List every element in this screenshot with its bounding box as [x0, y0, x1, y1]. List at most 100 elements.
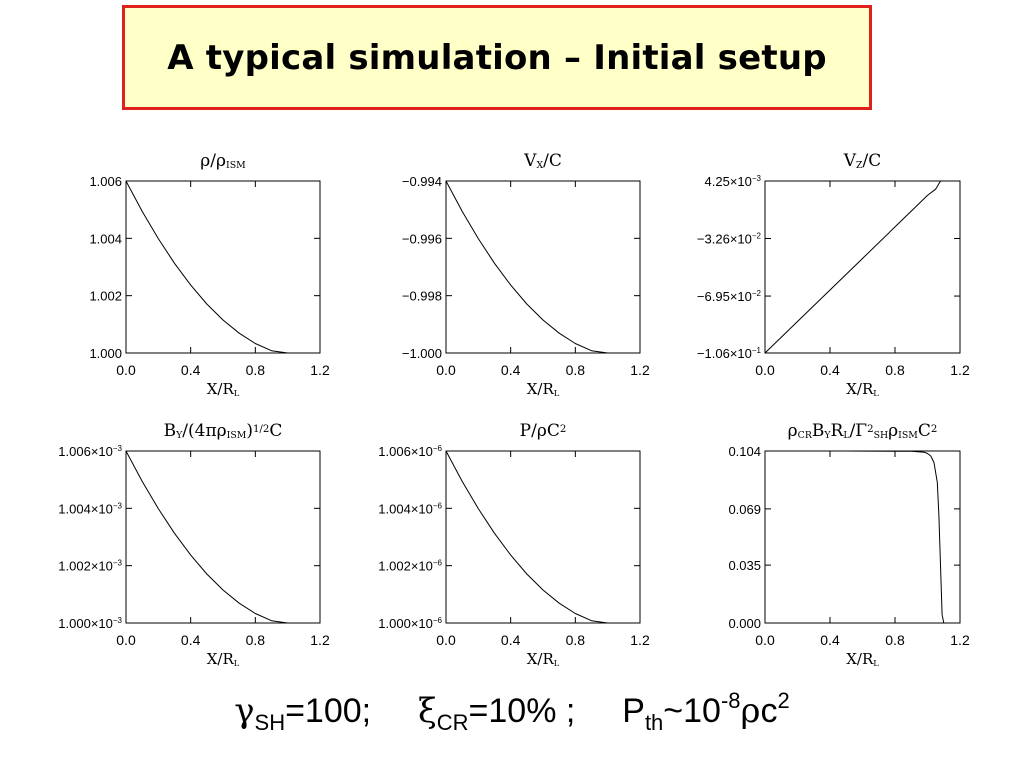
chart-title-part: SH [874, 430, 889, 441]
plot-frame [764, 180, 961, 354]
chart-title-part: 2 [867, 424, 873, 435]
x-tick-label: 0.4 [181, 632, 201, 648]
chart-title: BY/(4πρISM)1/2C [164, 421, 283, 441]
y-tick-label-part: 1.002×10 [378, 559, 433, 574]
xi-param: ξCR=10% ; [418, 691, 575, 735]
x-tick-label: 0.8 [246, 362, 266, 378]
x-tick-label: 0.8 [566, 362, 586, 378]
y-tick-label-part: −3 [113, 559, 123, 568]
chart-title-part: /C [543, 151, 562, 171]
xi-symbol: ξ [418, 691, 437, 731]
plot-frame [125, 180, 321, 354]
x-tick-label: 0.0 [116, 632, 136, 648]
y-tick-label: 1.006×10−3 [58, 444, 122, 459]
x-tick-label: 0.0 [116, 362, 136, 378]
chart-1: 0.0 0.4 0.8 1.2 1.000 1.002 1.004 1.006 ρ/ρISM X/… [89, 151, 329, 398]
x-tick-label: 1.2 [310, 632, 330, 648]
chart-title-part: ISM [227, 430, 247, 441]
y-tick-label: 1.000 [89, 346, 122, 361]
y-tick-label: 1.000×10−3 [58, 616, 122, 631]
y-tick-label: 0.035 [728, 558, 761, 573]
y-tick-label: 1.004×10−6 [378, 501, 442, 516]
chart-4: 0.0 0.4 0.8 1.21.000×10−31.002×10−31.004×10… [58, 421, 330, 668]
pth-value: ~10 [663, 692, 721, 730]
chart-title-part: /Γ [850, 421, 868, 441]
chart-title-part: Y [175, 430, 183, 441]
y-tick-label: −1.06×10−1 [697, 346, 762, 361]
title-box: A typical simulation – Initial setup [122, 5, 872, 110]
chart-title-part: B [164, 421, 177, 441]
plot-frame [764, 450, 961, 624]
x-axis-label: X/RL [846, 650, 879, 668]
series-line [445, 180, 640, 354]
x-tick-label: 0.4 [501, 632, 521, 648]
chart-title-part: R [831, 421, 845, 441]
x-tick-label: 1.2 [630, 362, 650, 378]
chart-title-part: X [536, 160, 543, 171]
y-tick-label-part: −3 [113, 616, 123, 625]
x-axis-label-part: X/R [846, 380, 874, 398]
pth-c-exponent: 2 [777, 688, 790, 713]
x-axis-label-part: L [234, 658, 240, 668]
gamma-subscript: SH [254, 710, 286, 735]
y-tick-label-part: 1.000×10 [58, 616, 113, 631]
chart-title-part: ρ [888, 421, 898, 441]
y-tick-label-part: −6.95×10 [697, 289, 752, 304]
series-line [445, 450, 640, 624]
y-tick-label-part: −6 [433, 559, 443, 568]
chart-title-part: ) [246, 421, 253, 441]
gamma-value: =100; [285, 692, 372, 730]
chart-6: 0.0 0.4 0.8 1.20.0000.0350.0690.104ρCRBYRL/… [728, 421, 969, 668]
y-tick-label: −0.998 [402, 289, 442, 304]
chart-title-part: 2 [560, 424, 566, 435]
chart-title-part: /(4πρ [182, 421, 226, 441]
chart-title: P/ρC2 [520, 421, 567, 441]
y-tick-label-part: 1.004×10 [378, 501, 433, 516]
chart-title: ρCRBYRL/Γ2SHρISMC2 [788, 421, 938, 441]
chart-title: ρ/ρISM [200, 151, 246, 171]
series-line [765, 450, 960, 624]
x-tick-label: 1.2 [310, 362, 330, 378]
x-axis-label-part: L [554, 388, 560, 398]
series-line [764, 180, 960, 354]
x-tick-label: 0.0 [436, 362, 456, 378]
chart-title-part: C [269, 421, 282, 441]
y-tick-label: 4.25×10−3 [705, 174, 762, 189]
x-tick-label: 0.8 [885, 362, 905, 378]
chart-title-part: P/ρC [520, 421, 560, 441]
y-tick-label: −0.996 [402, 231, 442, 246]
pth-c: c [760, 692, 778, 730]
gamma-param: γSH=100; [234, 691, 372, 735]
y-tick-label: −6.95×10−2 [697, 289, 762, 304]
y-tick-label-part: −3 [752, 174, 762, 183]
y-tick-label-part: 1.000×10 [378, 616, 433, 631]
chart-title-part: ISM [898, 430, 918, 441]
series-line [125, 180, 320, 354]
x-tick-label: 0.0 [755, 362, 775, 378]
x-tick-label: 0.4 [820, 362, 840, 378]
chart-title-part: V [523, 151, 537, 171]
chart-title-part: Y [823, 430, 831, 441]
chart-title-part: C [918, 421, 931, 441]
y-tick-label: 0.000 [728, 616, 761, 631]
x-tick-label: 1.2 [950, 362, 970, 378]
y-tick-label-part: −1.06×10 [697, 346, 752, 361]
y-tick-label: 1.002×10−6 [378, 559, 442, 574]
x-axis-label: X/RL [527, 380, 560, 398]
chart-title-part: ρ [788, 421, 798, 441]
y-tick-label: 1.002×10−3 [58, 559, 122, 574]
y-tick-label-part: 4.25×10 [705, 174, 752, 189]
pth-subscript: th [644, 710, 664, 735]
y-tick-label-part: −3 [113, 444, 123, 453]
pth-exponent: -8 [720, 688, 741, 713]
chart-title-part: ISM [226, 160, 246, 171]
chart-title-part: /C [863, 151, 882, 171]
x-tick-label: 0.0 [436, 632, 456, 648]
x-tick-label: 0.4 [501, 362, 521, 378]
plots-figure: 0.0 0.4 0.8 1.21.0001.0021.0041.006ρ/ρISMX/… [58, 151, 970, 668]
pth-param: Pth~10-8ρc2 [622, 688, 790, 735]
x-tick-label: 1.2 [630, 632, 650, 648]
chart-title-part: 1/2 [253, 424, 269, 435]
y-tick-label-part: −6 [433, 502, 443, 511]
chart-title-part: V [843, 151, 857, 171]
